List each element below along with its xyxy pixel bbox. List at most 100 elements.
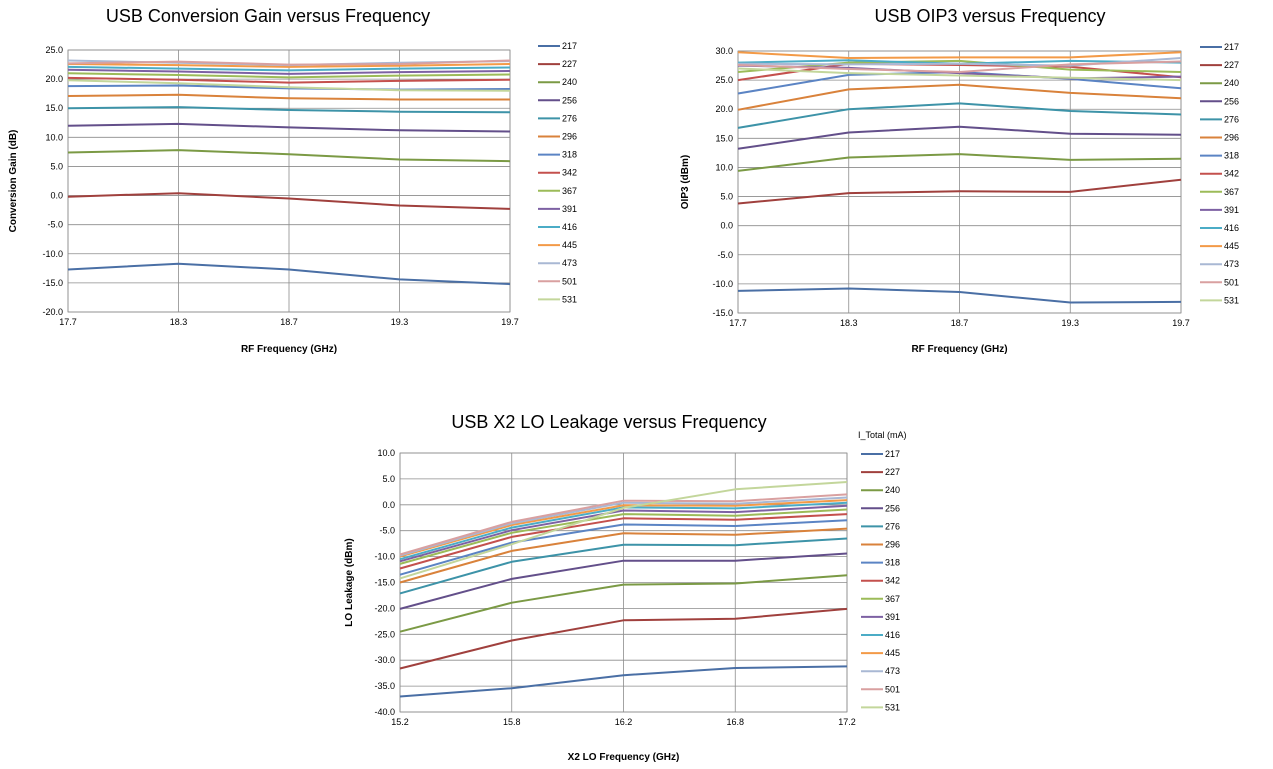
legend-label: 296: [885, 540, 900, 550]
series-line-473: [399, 496, 848, 557]
y-axis-title: OIP3 (dBm): [680, 155, 691, 209]
chart-title: USB OIP3 versus Frequency: [874, 6, 1105, 26]
y-tick-label: 15.0: [45, 103, 63, 113]
x-tick-label: 17.7: [59, 317, 77, 327]
series-line-217: [67, 262, 511, 286]
series-line-342: [67, 76, 511, 84]
legend-label: 217: [562, 41, 577, 51]
legend-label: 240: [1224, 78, 1239, 88]
y-tick-label: -15.0: [374, 578, 395, 588]
series-line-318: [67, 84, 511, 91]
legend-title: I_Total (mA): [858, 430, 907, 440]
legend-label: 227: [1224, 60, 1239, 70]
y-tick-label: 20.0: [45, 74, 63, 84]
legend-label: 256: [1224, 96, 1239, 106]
y-tick-label: 0.0: [382, 500, 395, 510]
legend-label: 473: [885, 666, 900, 676]
series-line-256: [737, 125, 1182, 150]
series-line-276: [67, 106, 511, 114]
conversion-gain-chart: USB Conversion Gain versus Frequency 25.0…: [8, 6, 577, 355]
legend-label: 501: [885, 684, 900, 694]
x-tick-label: 19.7: [501, 317, 519, 327]
legend-label: 342: [1224, 169, 1239, 179]
y-tick-label: -5.0: [717, 250, 733, 260]
series-line-367: [67, 72, 511, 79]
x-axis-title: RF Frequency (GHz): [241, 344, 337, 355]
legend-label: 318: [562, 150, 577, 160]
chart-title: USB X2 LO Leakage versus Frequency: [451, 412, 766, 432]
legend-label: 501: [562, 276, 577, 286]
legend-label: 318: [885, 558, 900, 568]
legend-label: 276: [1224, 114, 1239, 124]
y-tick-label: -5.0: [379, 526, 395, 536]
series-line-367: [737, 59, 1182, 73]
series-line-256: [399, 552, 848, 610]
series-line-445: [737, 51, 1182, 59]
y-tick-label: -5.0: [47, 220, 63, 230]
series-line-445: [67, 63, 511, 68]
y-tick-label: 10.0: [45, 132, 63, 142]
series-line-296: [67, 93, 510, 101]
legend-label: 416: [1224, 223, 1239, 233]
legend-label: 217: [885, 449, 900, 459]
x-tick-label: 18.3: [170, 317, 188, 327]
series-line-391: [67, 68, 511, 75]
x-axis-title: X2 LO Frequency (GHz): [568, 752, 680, 763]
series-line-445: [399, 499, 848, 558]
legend-label: 367: [1224, 187, 1239, 197]
series-line-240: [399, 574, 848, 633]
legend-label: 296: [562, 132, 577, 142]
y-tick-label: -10.0: [374, 552, 395, 562]
legend-label: 342: [562, 168, 577, 178]
y-tick-label: 0.0: [720, 221, 733, 231]
series-line-217: [399, 665, 848, 698]
y-tick-label: -25.0: [374, 629, 395, 639]
series-line-531: [399, 481, 848, 580]
legend-label: 391: [885, 612, 900, 622]
x-tick-label: 17.2: [838, 717, 856, 727]
x-tick-label: 19.7: [1172, 318, 1190, 328]
x-axis-title: RF Frequency (GHz): [911, 344, 1007, 355]
series-line-276: [399, 537, 848, 595]
y-tick-label: 10.0: [715, 162, 733, 172]
legend-label: 342: [885, 576, 900, 586]
lo-leakage-chart: USB X2 LO Leakage versus Frequency 10.0 5.…: [344, 412, 907, 763]
x-tick-label: 18.3: [840, 318, 858, 328]
legend-label: 256: [562, 95, 577, 105]
y-tick-label: 5.0: [50, 161, 63, 171]
series-line-240: [737, 153, 1182, 172]
y-tick-label: 30.0: [715, 46, 733, 56]
x-tick-label: 15.2: [391, 717, 409, 727]
legend-label: 240: [885, 485, 900, 495]
legend-label: 217: [1224, 42, 1239, 52]
legend-label: 445: [562, 240, 577, 250]
y-tick-label: -35.0: [374, 681, 395, 691]
series-line-391: [399, 504, 848, 563]
x-tick-label: 17.7: [729, 318, 747, 328]
series-line-227: [737, 178, 1182, 205]
y-tick-label: 5.0: [720, 192, 733, 202]
y-axis-title: LO Leakage (dBm): [344, 538, 355, 626]
legend-label: 367: [562, 186, 577, 196]
legend-label: 531: [885, 702, 900, 712]
legend-label: 445: [885, 648, 900, 658]
y-tick-label: -15.0: [42, 278, 63, 288]
series-line-531: [737, 67, 1182, 82]
series-line-296: [399, 527, 848, 584]
y-tick-label: 20.0: [715, 104, 733, 114]
y-tick-label: -20.0: [42, 307, 63, 317]
x-tick-label: 16.8: [726, 717, 744, 727]
series-line-318: [399, 519, 848, 576]
series-line-217: [737, 287, 1182, 304]
series-line-256: [67, 122, 511, 133]
y-tick-label: -10.0: [712, 279, 733, 289]
x-tick-label: 19.3: [391, 317, 409, 327]
series-line-416: [67, 65, 511, 72]
y-tick-label: 5.0: [382, 474, 395, 484]
y-tick-label: 0.0: [50, 191, 63, 201]
x-tick-label: 15.8: [503, 717, 521, 727]
y-tick-label: -30.0: [374, 655, 395, 665]
y-tick-label: 25.0: [45, 45, 63, 55]
y-tick-label: 10.0: [377, 448, 395, 458]
